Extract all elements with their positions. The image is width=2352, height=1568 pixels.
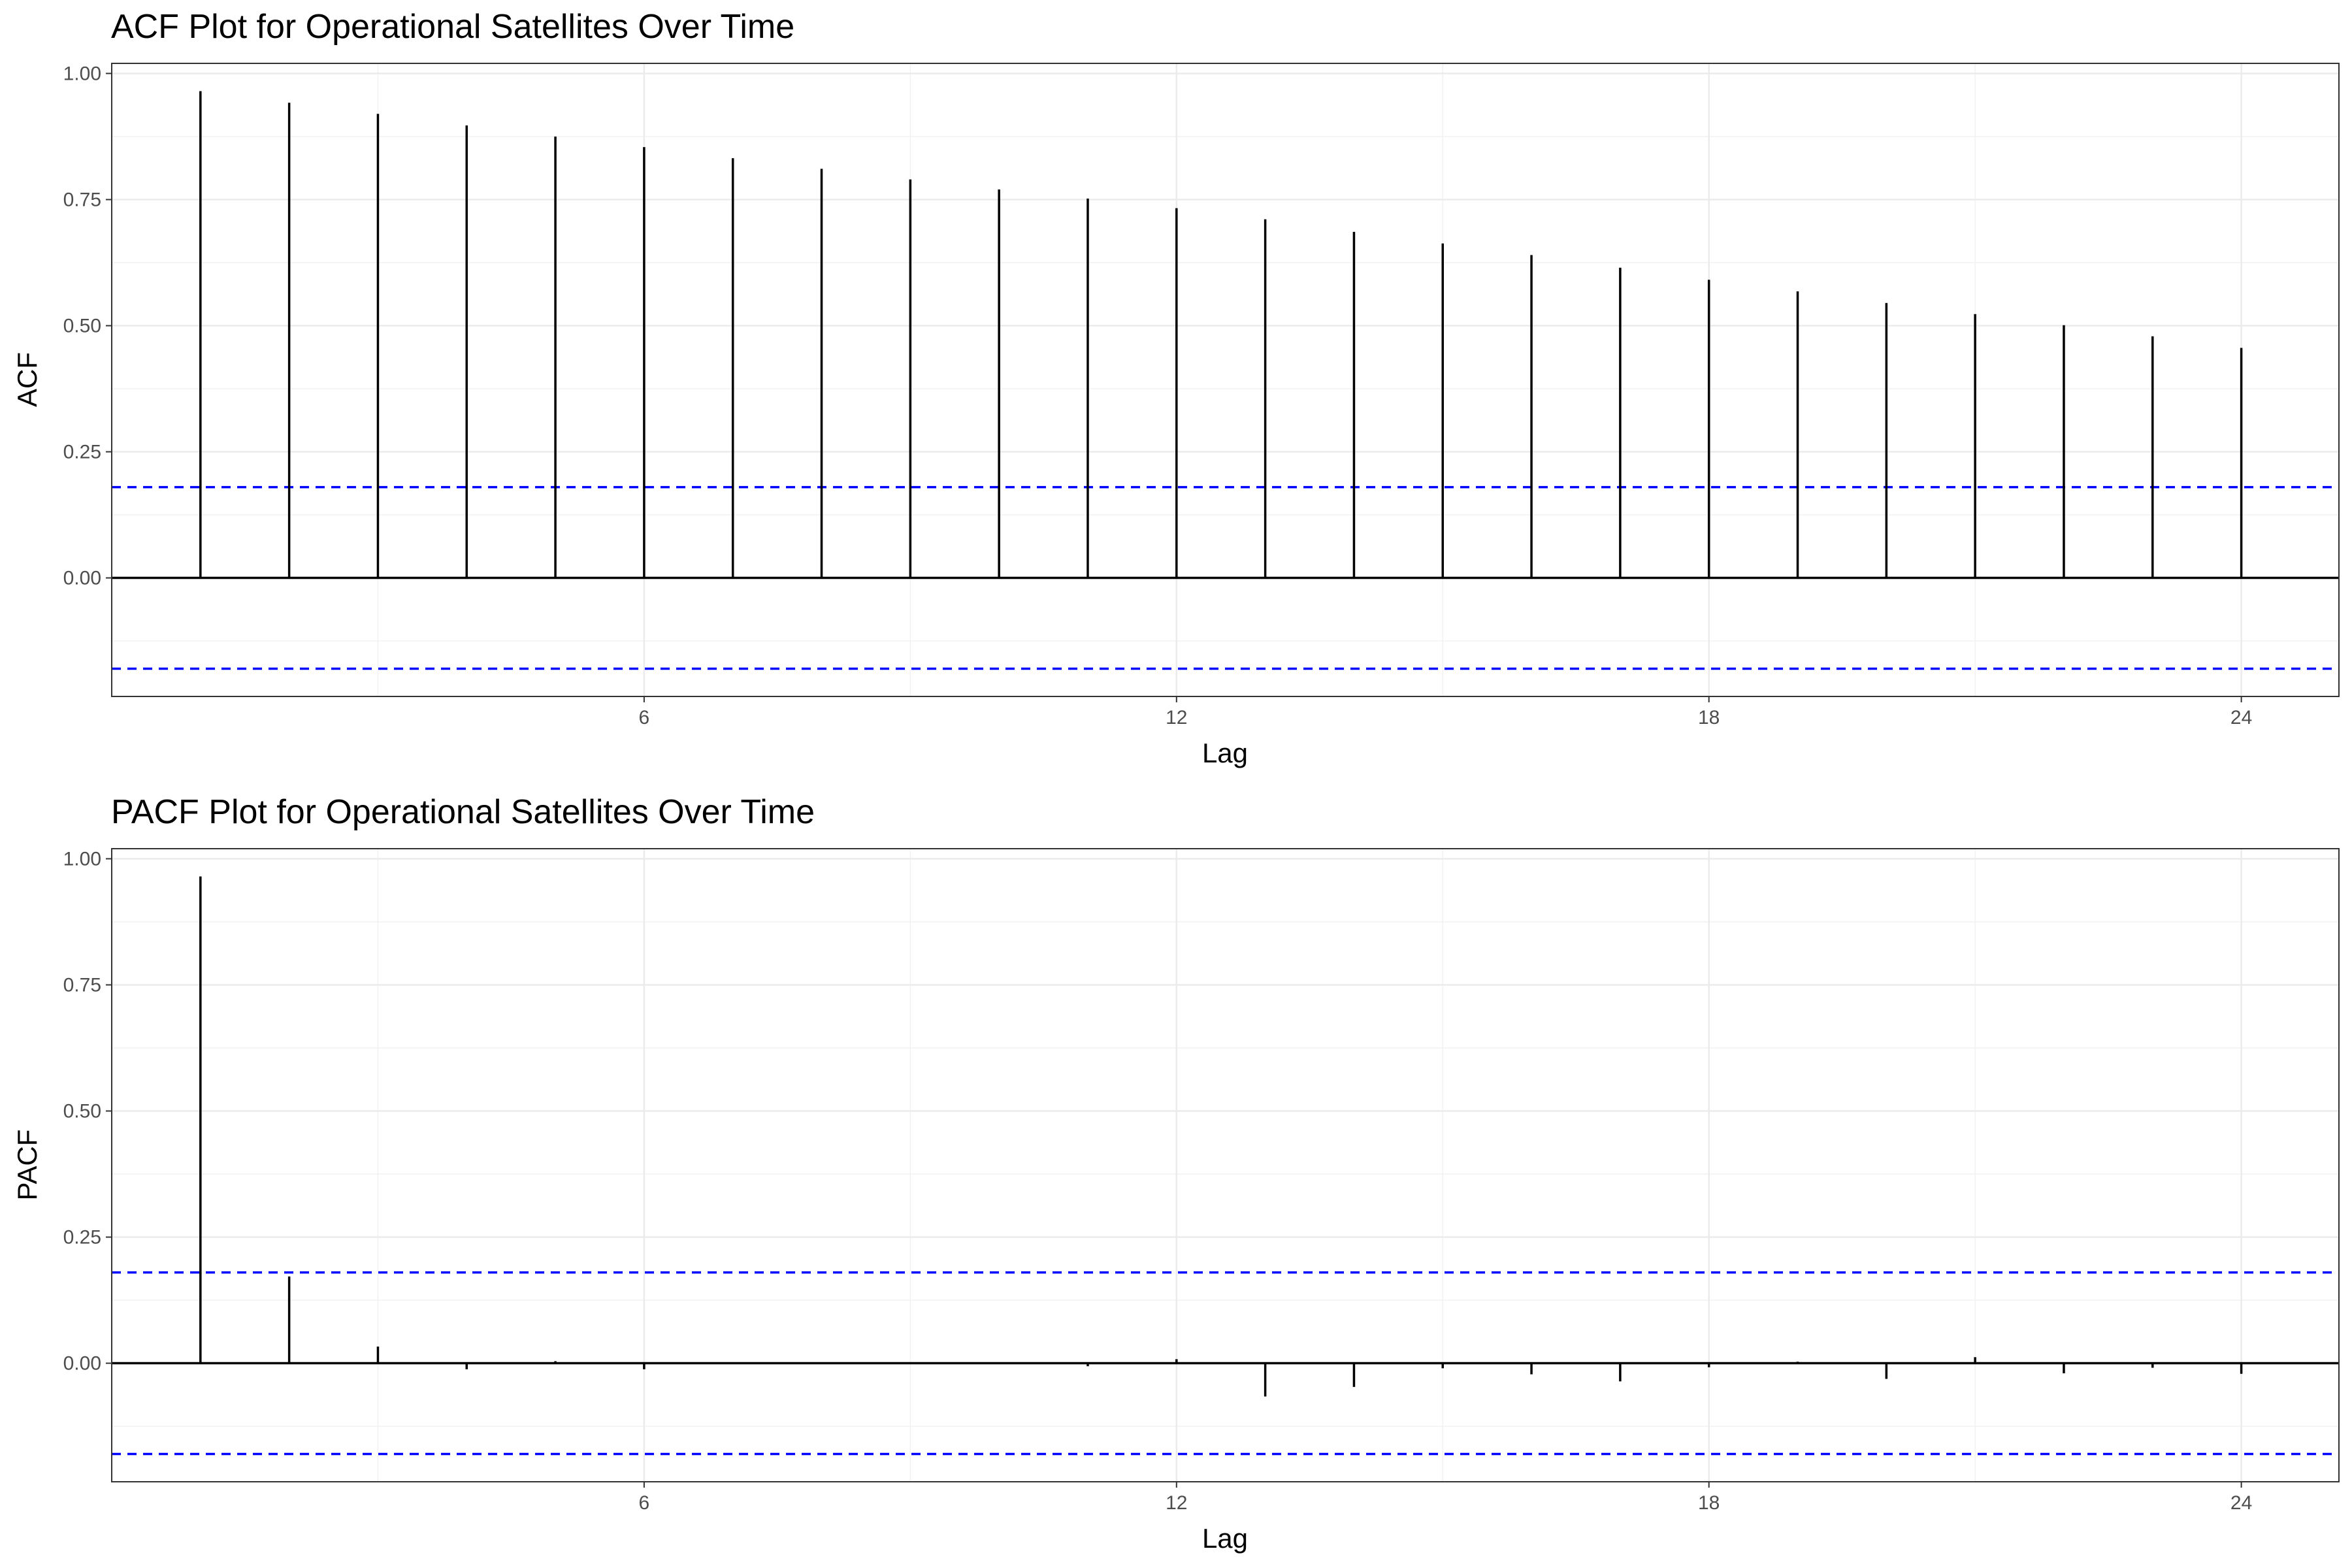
pacf-confidence-bands <box>112 1271 2339 1456</box>
acf-confidence-bands <box>112 485 2339 670</box>
acf-x-tick-label: 24 <box>2230 707 2252 728</box>
pacf-plot-area <box>112 849 2339 1482</box>
pacf-y-tick-label: 0.25 <box>63 1227 101 1249</box>
acf-x-axis-title: Lag <box>1202 738 1248 768</box>
acf-y-tick-label: 1.00 <box>63 63 101 84</box>
pacf-panel: PACF Plot for Operational Satellites Ove… <box>12 793 2340 1554</box>
pacf-y-tick-label: 1.00 <box>63 848 101 870</box>
pacf-y-axis-title: PACF <box>12 1130 42 1201</box>
pacf-x-tick-label: 18 <box>1698 1492 1720 1514</box>
pacf-x-tick-label: 24 <box>2230 1492 2252 1514</box>
acf-x-tick-label: 6 <box>639 707 650 728</box>
pacf-chart-title: PACF Plot for Operational Satellites Ove… <box>111 793 815 831</box>
pacf-spikes <box>199 876 2243 1397</box>
acf-chart-title: ACF Plot for Operational Satellites Over… <box>111 8 794 46</box>
acf-y-tick-label: 0.50 <box>63 315 101 336</box>
acf-panel: ACF Plot for Operational Satellites Over… <box>12 8 2340 768</box>
pacf-y-ticks: 0.00 0.25 0.50 0.75 1.00 <box>63 848 112 1375</box>
pacf-y-tick-label: 0.50 <box>63 1100 101 1122</box>
pacf-panel-border <box>111 848 2340 1482</box>
acf-y-axis-title: ACF <box>12 352 42 407</box>
acf-panel-border <box>111 63 2340 697</box>
pacf-x-tick-label: 6 <box>639 1492 650 1514</box>
pacf-y-tick-label: 0.75 <box>63 974 101 996</box>
acf-y-tick-label: 0.75 <box>63 189 101 210</box>
acf-y-tick-label: 0.00 <box>63 568 101 589</box>
acf-y-tick-label: 0.25 <box>63 442 101 463</box>
acf-spikes <box>199 91 2243 578</box>
acf-x-tick-label: 12 <box>1166 707 1187 728</box>
pacf-x-tick-label: 12 <box>1166 1492 1187 1514</box>
acf-x-ticks: 6 12 18 24 <box>639 696 2252 728</box>
acf-x-tick-label: 18 <box>1698 707 1720 728</box>
pacf-y-tick-label: 0.00 <box>63 1353 101 1375</box>
pacf-x-axis-title: Lag <box>1202 1523 1248 1554</box>
pacf-x-ticks: 6 12 18 24 <box>639 1482 2252 1514</box>
acf-plot-area <box>112 63 2339 696</box>
acf-y-ticks: 0.00 0.25 0.50 0.75 1.00 <box>63 63 112 589</box>
